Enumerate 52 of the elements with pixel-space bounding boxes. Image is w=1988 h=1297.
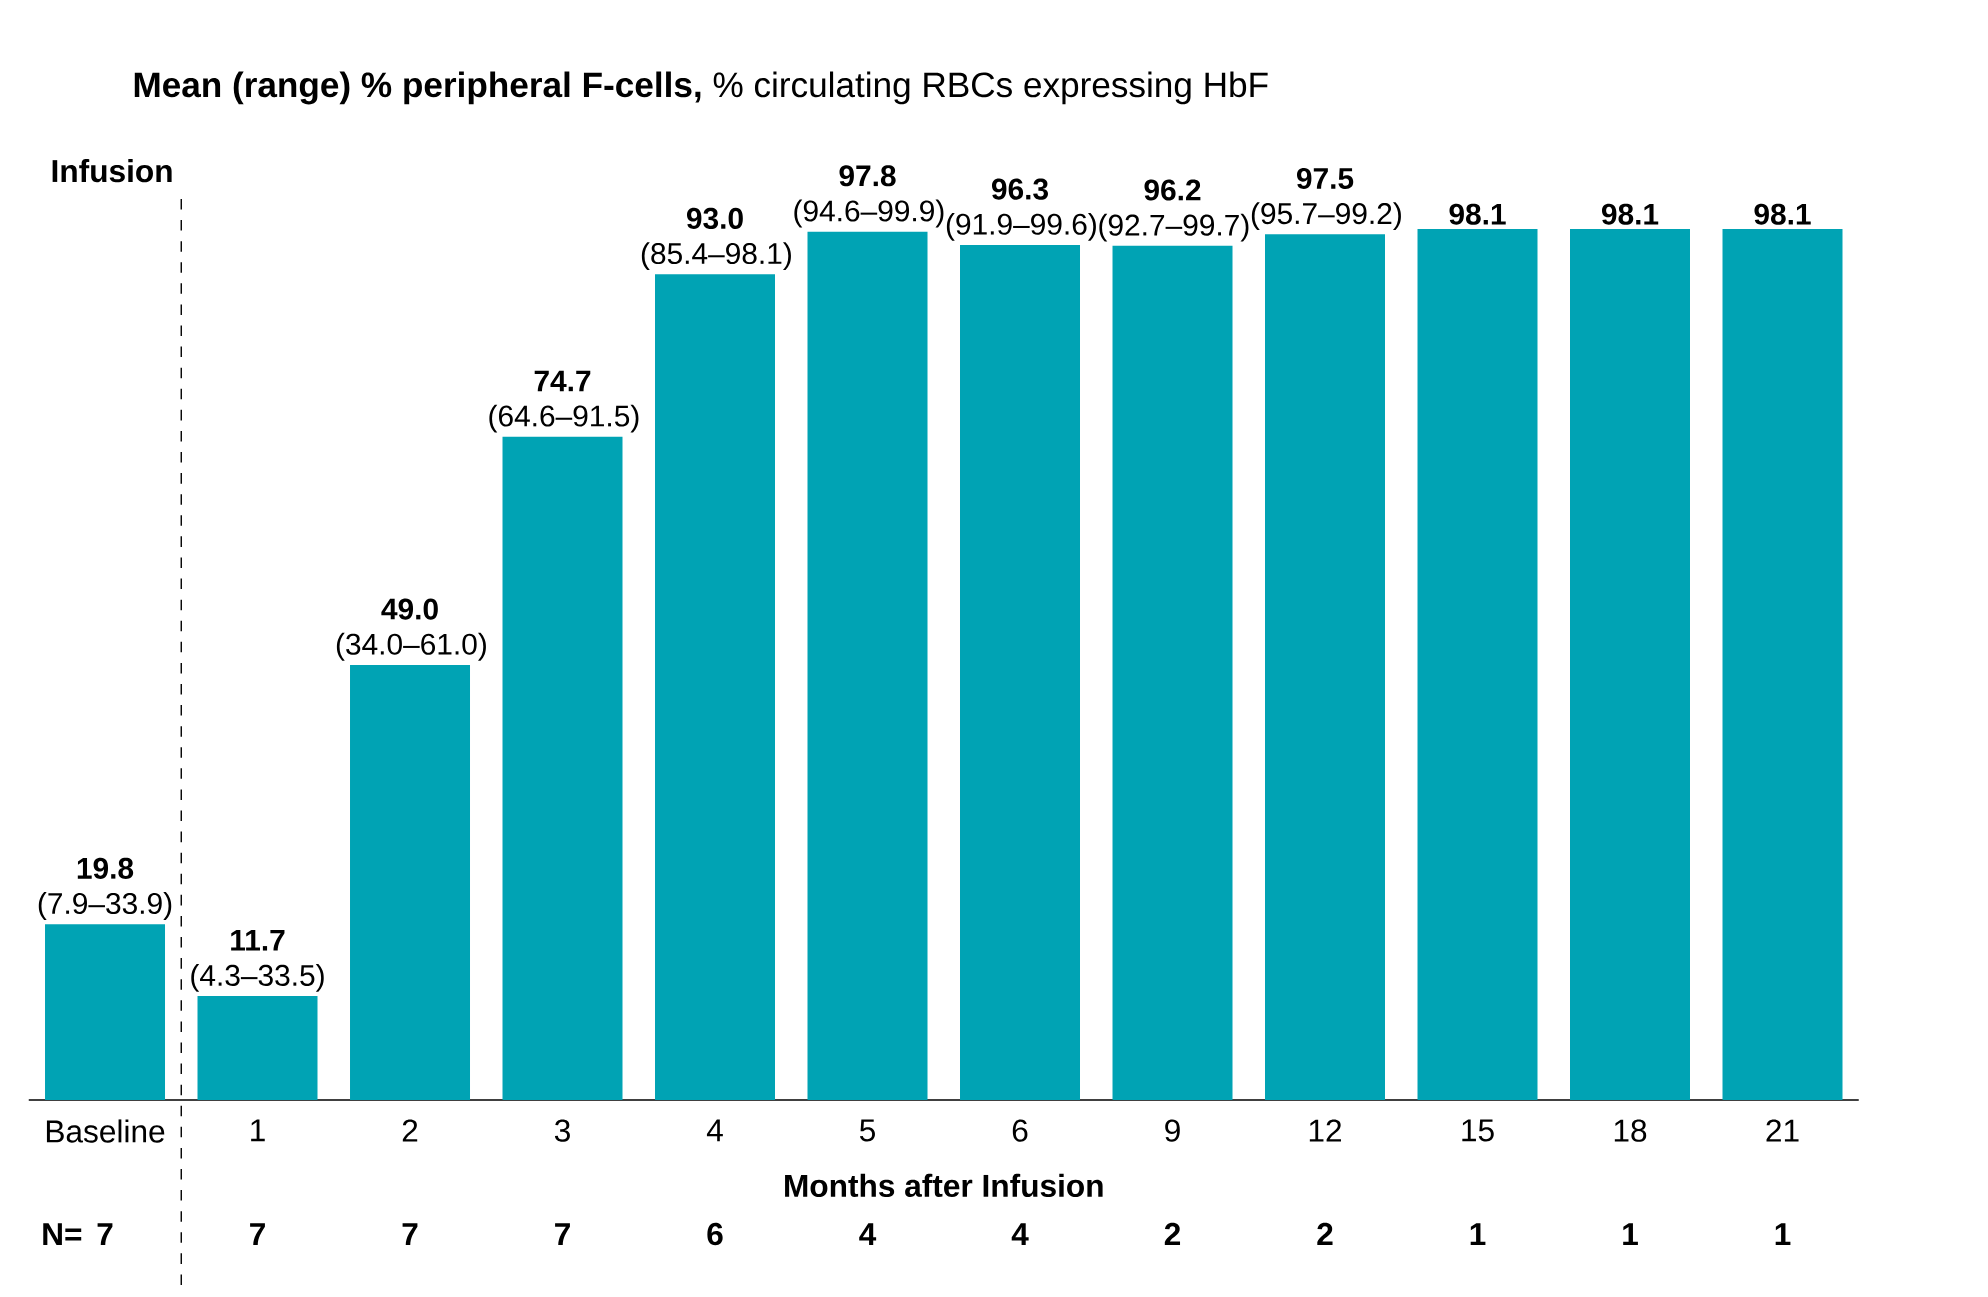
- bar: [502, 436, 623, 1100]
- x-tick-label: Baseline: [46, 1119, 165, 1143]
- x-tick-label: 12: [1309, 1119, 1341, 1142]
- x-tick-label: 3: [554, 1119, 570, 1142]
- text: Infusion: [52, 159, 172, 183]
- data-label: 74.7 (64.6–91.5): [489, 370, 639, 433]
- data-label: 98.1: [1601, 203, 1659, 225]
- data-label: 98.1: [1449, 203, 1506, 225]
- data-label: 19.8 (7.9–33.9): [38, 857, 172, 920]
- bar: [1570, 228, 1690, 1100]
- text: 6: [707, 1222, 723, 1246]
- data-label: 97.5 (95.7–99.2): [1251, 167, 1401, 231]
- x-tick-label: 2: [402, 1119, 418, 1142]
- bar: [655, 274, 776, 1100]
- text: 7: [402, 1223, 418, 1245]
- x-tick-label: 15: [1462, 1119, 1494, 1142]
- bar: [197, 996, 318, 1100]
- bar: [1417, 228, 1538, 1100]
- x-tick-label: 1: [251, 1119, 265, 1142]
- text: 4: [859, 1223, 877, 1245]
- text: 1: [1623, 1223, 1638, 1245]
- x-tick-label: 18: [1614, 1119, 1647, 1142]
- bar: [960, 244, 1080, 1100]
- x-axis-title: Months after Infusion: [785, 1173, 1103, 1198]
- data-label: 49.0 (34.0–61.0): [336, 598, 486, 661]
- text: 1: [1775, 1223, 1791, 1245]
- x-tick-label: 6: [1012, 1119, 1028, 1142]
- text: 2: [1164, 1222, 1181, 1245]
- x-tick-label: 9: [1165, 1119, 1180, 1142]
- x-tick-label: 5: [859, 1119, 875, 1142]
- text: 2: [1317, 1222, 1333, 1245]
- data-label: 98.1: [1754, 203, 1811, 225]
- data-label: 93.0 (85.4–98.1): [641, 207, 791, 271]
- bar: [1722, 228, 1843, 1100]
- text: 4: [1011, 1223, 1029, 1245]
- bar: [1112, 245, 1233, 1100]
- text: N=: [43, 1223, 82, 1245]
- data-label: 96.2 (92.7–99.7): [1099, 179, 1249, 242]
- bar: [807, 231, 928, 1100]
- bar: [350, 664, 471, 1100]
- chart-title: Mean (range) % peripheral F-cells, % circulating RBCs expressing HbF: [134, 71, 1268, 105]
- text: 7: [250, 1223, 265, 1245]
- text: 7: [555, 1223, 570, 1245]
- data-label: 96.3 (91.9–99.6): [946, 178, 1096, 241]
- data-label: 11.7 (4.3–33.5): [191, 930, 324, 992]
- text: 7: [97, 1223, 113, 1245]
- text: 1: [1470, 1223, 1486, 1245]
- x-tick-label: 21: [1766, 1119, 1799, 1142]
- data-label: 97.8 (94.6–99.9): [794, 165, 944, 228]
- x-tick-label: 4: [706, 1119, 723, 1142]
- bar: [1265, 234, 1385, 1100]
- bar: [45, 924, 166, 1100]
